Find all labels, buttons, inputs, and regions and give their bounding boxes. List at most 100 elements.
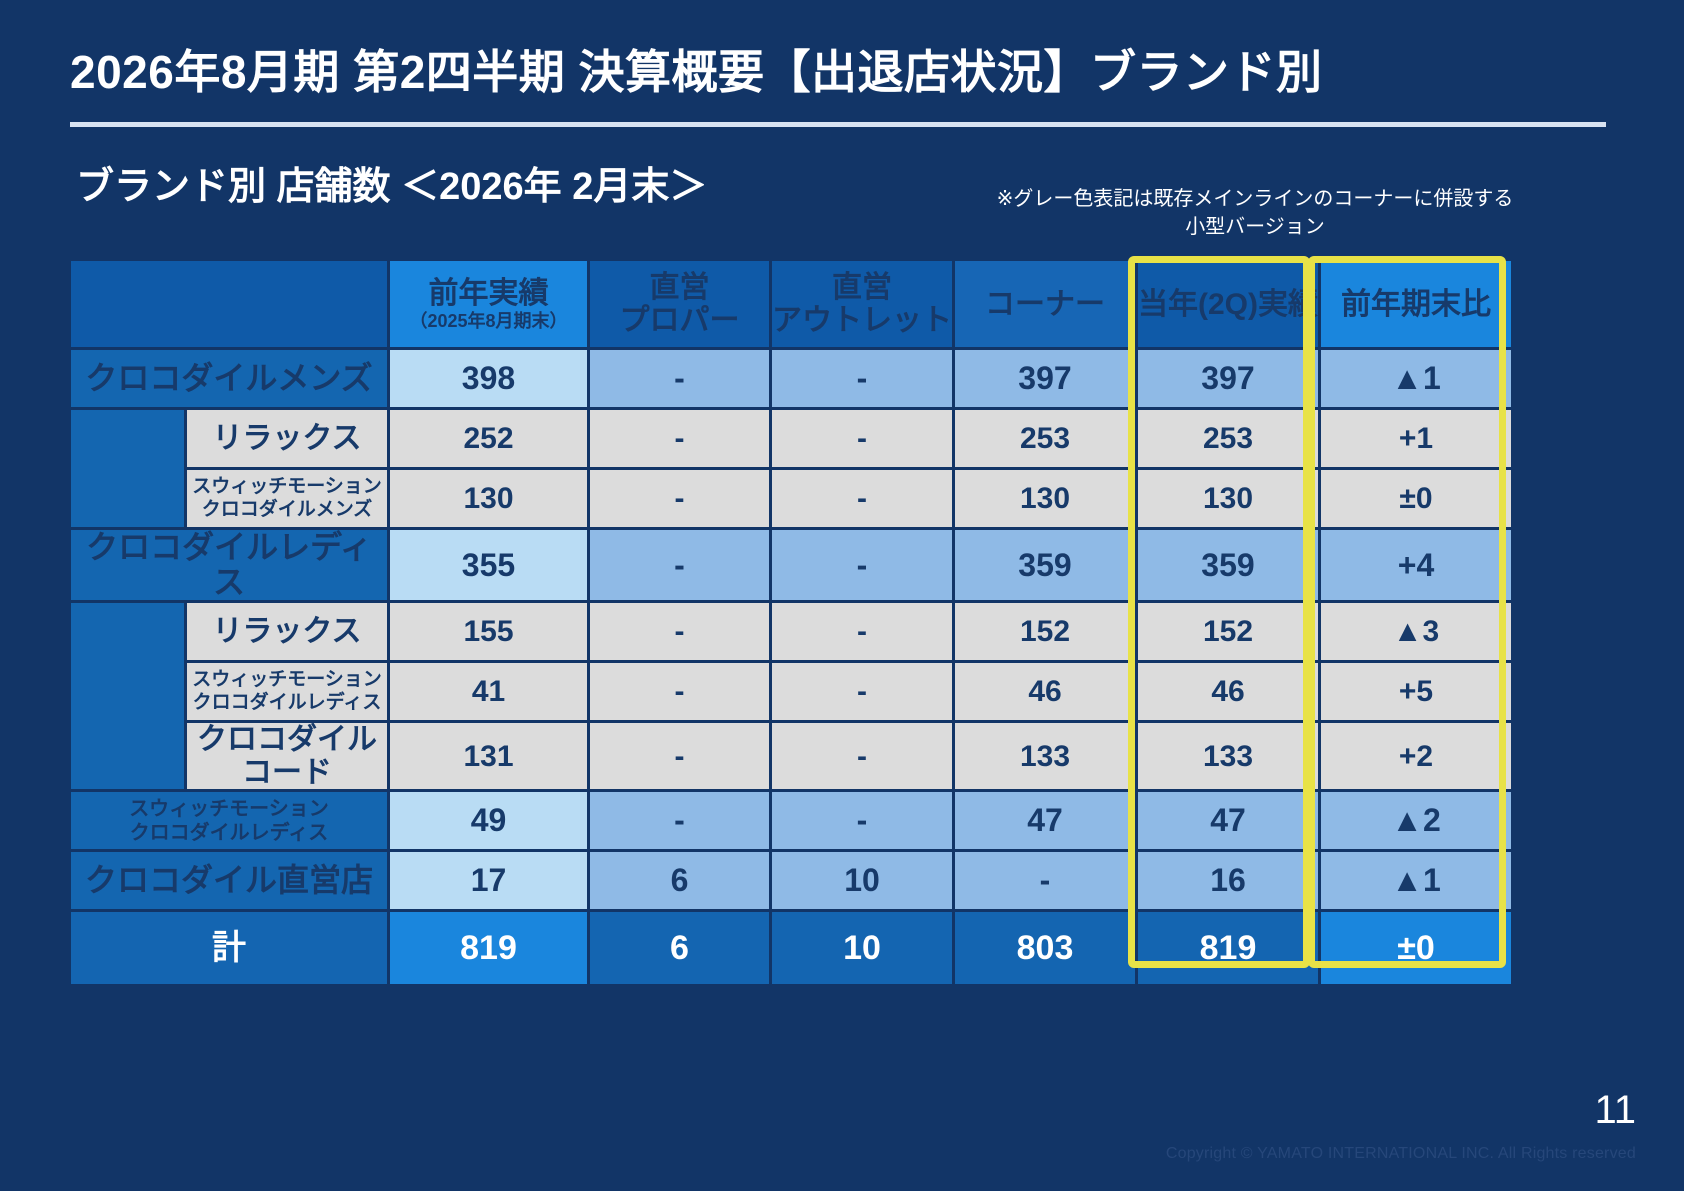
header-year-end-diff: 前年期末比 xyxy=(1321,261,1511,347)
page-number: 11 xyxy=(1594,1088,1636,1132)
cell-current: 152 xyxy=(1138,603,1318,661)
cell-direct-outlet: - xyxy=(772,470,952,527)
cell-diff: ±0 xyxy=(1321,470,1511,527)
cell-current: 46 xyxy=(1138,663,1318,721)
row-label: クロコダイルメンズ xyxy=(71,350,387,407)
table-header-row: 前年実績 （2025年8月期末） 直営 プロパー 直営 アウトレット コーナー … xyxy=(71,261,1511,347)
cell-direct-outlet: 10 xyxy=(772,852,952,910)
cell-diff: ▲2 xyxy=(1321,792,1511,850)
cell-direct-outlet: - xyxy=(772,723,952,790)
cell-current: 359 xyxy=(1138,530,1318,601)
header-prev-year-sub: （2025年8月期末） xyxy=(409,310,568,331)
cell-direct-outlet: - xyxy=(772,410,952,467)
table-row: クロコダイル コード 131 - - 133 133 +2 xyxy=(71,723,1511,790)
total-corner: 803 xyxy=(955,912,1135,985)
table-row: リラックス 252 - - 253 253 +1 xyxy=(71,410,1511,527)
header-prev-year-main: 前年実績 xyxy=(428,276,549,310)
header-direct-outlet-l2: アウトレット xyxy=(772,304,952,337)
row-label: スウィッチモーション クロコダイルレディス xyxy=(71,792,387,850)
row-label: スウィッチモーション クロコダイルレディス xyxy=(187,663,387,721)
store-count-table-wrapper: 前年実績 （2025年8月期末） 直営 プロパー 直営 アウトレット コーナー … xyxy=(68,258,1511,987)
row-label-line2: クロコダイルレディス xyxy=(129,821,329,844)
cell-current: 16 xyxy=(1138,852,1318,910)
total-prev-year: 819 xyxy=(390,912,587,985)
total-direct-proper: 6 xyxy=(590,912,769,985)
cell-current: 397 xyxy=(1138,350,1318,407)
cell-diff: +4 xyxy=(1321,530,1511,601)
cell-prev-year: 398 xyxy=(390,350,587,407)
cell-prev-year: 49 xyxy=(390,792,587,850)
cell-current: 133 xyxy=(1138,723,1318,790)
cell-diff: ▲1 xyxy=(1321,852,1511,910)
cell-corner: 253 xyxy=(955,410,1135,467)
header-label xyxy=(71,261,387,347)
cell-corner: - xyxy=(955,852,1135,910)
cell-direct-proper: - xyxy=(590,410,769,467)
title-divider xyxy=(70,122,1606,127)
row-label-line1: スウィッチモーション xyxy=(192,669,382,691)
cell-diff: +1 xyxy=(1321,410,1511,467)
table-body: クロコダイルメンズ 398 - - 397 397 ▲1 リラックス 252 -… xyxy=(71,350,1511,985)
cell-corner: 359 xyxy=(955,530,1135,601)
header-prev-year: 前年実績 （2025年8月期末） xyxy=(390,261,587,347)
cell-prev-year: 131 xyxy=(390,723,587,790)
cell-diff: +2 xyxy=(1321,723,1511,790)
cell-diff: ▲1 xyxy=(1321,350,1511,407)
cell-direct-outlet: - xyxy=(772,530,952,601)
cell-direct-outlet: - xyxy=(772,663,952,721)
cell-direct-proper: - xyxy=(590,723,769,790)
cell-current: 130 xyxy=(1138,470,1318,527)
table-row: クロコダイルメンズ 398 - - 397 397 ▲1 xyxy=(71,350,1511,407)
table-row: スウィッチモーション クロコダイルレディス 49 - - 47 47 ▲2 xyxy=(71,792,1511,850)
cell-direct-outlet: - xyxy=(772,350,952,407)
table-total-row: 計 819 6 10 803 819 ±0 xyxy=(71,912,1511,985)
cell-direct-proper: 6 xyxy=(590,852,769,910)
total-diff: ±0 xyxy=(1321,912,1511,985)
cell-corner: 152 xyxy=(955,603,1135,661)
cell-corner: 47 xyxy=(955,792,1135,850)
store-count-table: 前年実績 （2025年8月期末） 直営 プロパー 直営 アウトレット コーナー … xyxy=(68,258,1514,987)
cell-corner: 397 xyxy=(955,350,1135,407)
cell-prev-year: 41 xyxy=(390,663,587,721)
row-label: リラックス xyxy=(187,410,387,467)
cell-diff: +5 xyxy=(1321,663,1511,721)
row-label: クロコダイルレディス xyxy=(71,529,387,601)
cell-prev-year: 355 xyxy=(390,530,587,601)
section-subtitle: ブランド別 店舗数 ＜2026年 2月末＞ xyxy=(76,166,708,208)
cell-current: 47 xyxy=(1138,792,1318,850)
cell-direct-outlet: - xyxy=(772,603,952,661)
total-direct-outlet: 10 xyxy=(772,912,952,985)
page-title: 2026年8月期 第2四半期 決算概要【出退店状況】ブランド別 xyxy=(70,46,1323,98)
row-label-line1: スウィッチモーション xyxy=(192,476,382,498)
cell-prev-year: 130 xyxy=(390,470,587,527)
cell-direct-proper: - xyxy=(590,663,769,721)
cell-corner: 133 xyxy=(955,723,1135,790)
row-label: リラックス xyxy=(187,603,387,661)
cell-diff: ▲3 xyxy=(1321,603,1511,661)
copyright-text: Copyright © YAMATO INTERNATIONAL INC. Al… xyxy=(1165,1145,1636,1162)
total-current: 819 xyxy=(1138,912,1318,985)
header-direct-proper-l1: 直営 xyxy=(649,271,710,304)
table-row: リラックス 155 - - 152 152 ▲3 xyxy=(71,603,1511,790)
cell-corner: 130 xyxy=(955,470,1135,527)
cell-direct-outlet: - xyxy=(772,792,952,850)
cell-corner: 46 xyxy=(955,663,1135,721)
cell-direct-proper: - xyxy=(590,603,769,661)
cell-direct-proper: - xyxy=(590,350,769,407)
header-direct-outlet: 直営 アウトレット xyxy=(772,261,952,347)
table-row: スウィッチモーション クロコダイルメンズ 130 - - 130 130 ±0 xyxy=(71,470,1511,527)
row-group-spacer xyxy=(71,410,184,527)
header-direct-outlet-l1: 直営 xyxy=(832,271,892,304)
row-label: スウィッチモーション クロコダイルメンズ xyxy=(187,470,387,527)
cell-direct-proper: - xyxy=(590,530,769,601)
cell-direct-proper: - xyxy=(590,470,769,527)
table-row: スウィッチモーション クロコダイルレディス 41 - - 46 46 +5 xyxy=(71,663,1511,721)
row-label: クロコダイル コード xyxy=(187,723,387,790)
header-direct-proper-l2: プロパー xyxy=(619,304,740,337)
header-direct-proper: 直営 プロパー xyxy=(590,261,769,347)
row-label-line2: クロコダイルメンズ xyxy=(201,498,373,520)
table-row: クロコダイルレディス 355 - - 359 359 +4 xyxy=(71,529,1511,601)
row-label-line2: クロコダイルレディス xyxy=(192,691,382,713)
row-label-line1: スウィッチモーション xyxy=(129,797,329,820)
cell-prev-year: 17 xyxy=(390,852,587,910)
